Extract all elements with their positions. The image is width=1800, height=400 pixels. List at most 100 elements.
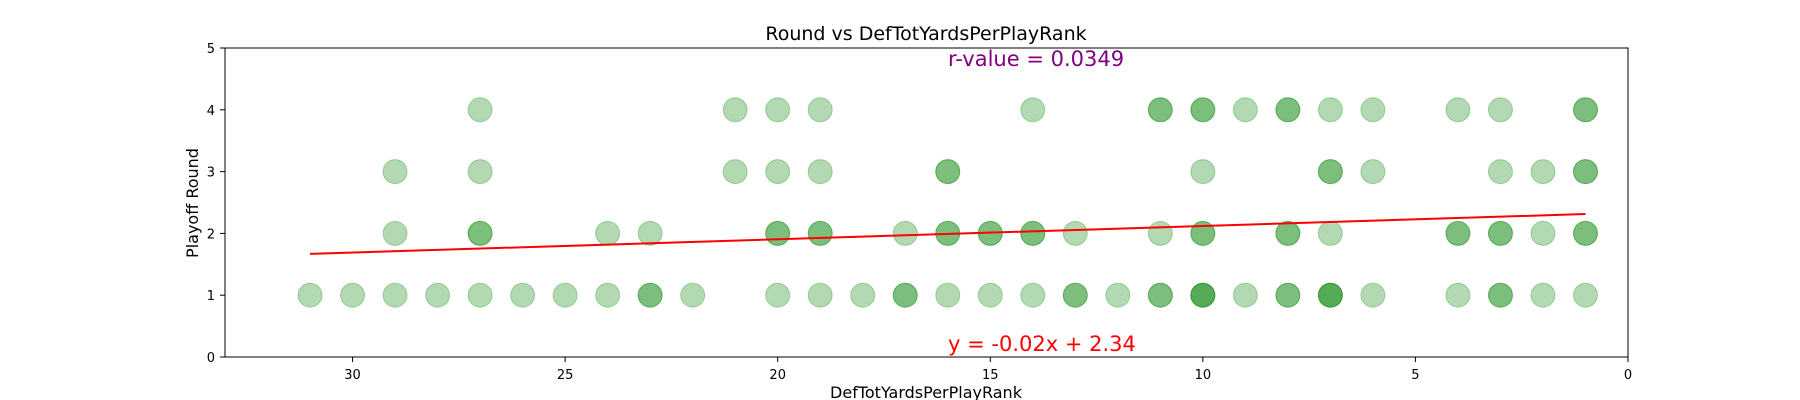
- y-axis: 0 1 2 3 4 5: [207, 42, 225, 366]
- data-point: [765, 282, 791, 308]
- data-point: [1275, 97, 1301, 123]
- data-point: [1572, 220, 1598, 246]
- data-point: [1147, 220, 1173, 246]
- data-point: [1232, 97, 1258, 123]
- data-point: [595, 220, 621, 246]
- data-point: [722, 97, 748, 123]
- x-axis: 30 25 20 15 10 5 0: [344, 357, 1632, 383]
- data-point: [722, 159, 748, 185]
- x-tick-label: 0: [1624, 368, 1632, 383]
- data-point: [1360, 97, 1386, 123]
- data-point: [935, 159, 961, 185]
- data-point: [467, 220, 493, 246]
- data-point: [1020, 220, 1046, 246]
- data-point: [1572, 97, 1598, 123]
- data-point: [807, 220, 833, 246]
- y-axis-label: Playoff Round: [183, 148, 202, 258]
- data-point: [807, 97, 833, 123]
- y-tick-label: 2: [207, 227, 215, 242]
- data-point: [1147, 97, 1173, 123]
- regression-line: [309, 213, 1586, 255]
- data-point: [382, 159, 408, 185]
- data-point: [1487, 220, 1513, 246]
- y-tick-label: 0: [207, 351, 215, 366]
- data-point: [1530, 220, 1556, 246]
- data-point: [1062, 220, 1088, 246]
- data-point: [765, 220, 791, 246]
- data-point: [807, 220, 833, 246]
- y-tick-label: 5: [207, 42, 215, 57]
- data-point: [1105, 282, 1131, 308]
- scatter-points: [297, 97, 1598, 308]
- data-point: [340, 282, 366, 308]
- data-point: [1232, 282, 1258, 308]
- data-point: [1445, 220, 1471, 246]
- data-point: [1147, 97, 1173, 123]
- data-point: [1487, 282, 1513, 308]
- plot-frame: [224, 47, 1629, 358]
- data-point: [1062, 282, 1088, 308]
- data-point: [510, 282, 536, 308]
- data-point: [1190, 97, 1216, 123]
- data-point: [1317, 159, 1343, 185]
- data-point: [1275, 220, 1301, 246]
- data-point: [1275, 97, 1301, 123]
- regression-equation: y = -0.02x + 2.34: [948, 332, 1136, 356]
- data-point: [1317, 282, 1343, 308]
- data-point: [935, 282, 961, 308]
- data-point: [1190, 282, 1216, 308]
- data-point: [1572, 159, 1598, 185]
- data-point: [467, 159, 493, 185]
- data-point: [595, 282, 621, 308]
- chart-title: Round vs DefTotYardsPerPlayRank: [765, 23, 1086, 45]
- y-tick-label: 1: [207, 289, 215, 304]
- data-point: [1317, 282, 1343, 308]
- data-point: [1530, 159, 1556, 185]
- data-point: [1572, 220, 1598, 246]
- x-tick-label: 30: [344, 368, 361, 383]
- data-point: [935, 159, 961, 185]
- data-point: [1190, 220, 1216, 246]
- data-point: [1275, 220, 1301, 246]
- x-tick-label: 5: [1411, 368, 1419, 383]
- y-tick-label: 4: [207, 104, 215, 119]
- data-point: [467, 97, 493, 123]
- r-value-annotation: r-value = 0.0349: [948, 47, 1124, 71]
- data-point: [1147, 282, 1173, 308]
- data-point: [807, 159, 833, 185]
- data-point: [1275, 282, 1301, 308]
- x-tick-label: 10: [1195, 368, 1212, 383]
- data-point: [1445, 97, 1471, 123]
- data-point: [1317, 97, 1343, 123]
- data-point: [1275, 282, 1301, 308]
- data-point: [1317, 282, 1343, 308]
- data-point: [552, 282, 578, 308]
- data-point: [1360, 282, 1386, 308]
- data-point: [892, 282, 918, 308]
- data-point: [1445, 282, 1471, 308]
- data-point: [1190, 159, 1216, 185]
- data-point: [637, 220, 663, 246]
- data-point: [1487, 97, 1513, 123]
- x-axis-label: DefTotYardsPerPlayRank: [830, 383, 1023, 400]
- data-point: [765, 159, 791, 185]
- data-point: [637, 282, 663, 308]
- data-point: [1020, 282, 1046, 308]
- data-point: [1487, 159, 1513, 185]
- x-tick-label: 20: [769, 368, 786, 383]
- y-tick-label: 3: [207, 166, 215, 181]
- data-point: [1360, 159, 1386, 185]
- data-point: [680, 282, 706, 308]
- data-point: [467, 282, 493, 308]
- data-point: [467, 220, 493, 246]
- data-point: [1572, 282, 1598, 308]
- data-point: [1530, 282, 1556, 308]
- data-point: [765, 97, 791, 123]
- data-point: [297, 282, 323, 308]
- data-point: [1020, 97, 1046, 123]
- data-point: [892, 220, 918, 246]
- x-tick-label: 15: [982, 368, 999, 383]
- data-point: [1317, 220, 1343, 246]
- data-point: [1020, 220, 1046, 246]
- x-tick-label: 25: [557, 368, 574, 383]
